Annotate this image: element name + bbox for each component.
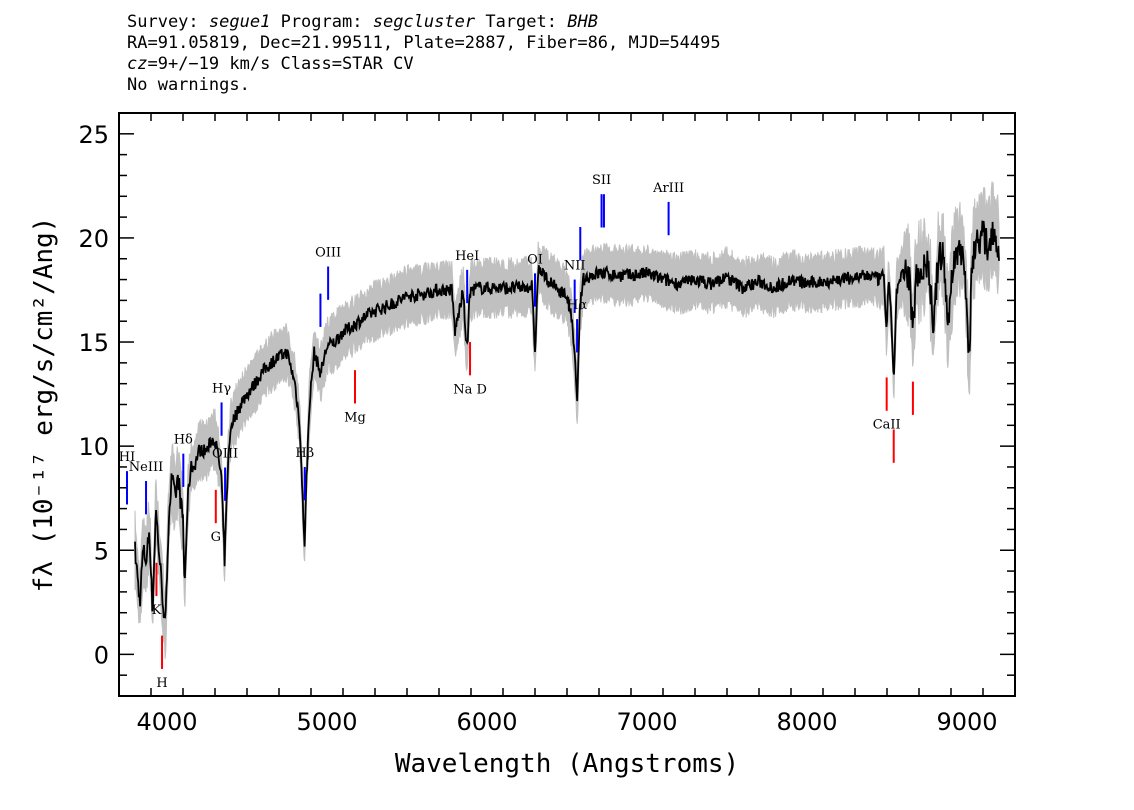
line-marker-label-3: Hγ (212, 381, 231, 396)
x-tick-label: 9000 (936, 708, 997, 736)
axes-layer: 4000 5000 6000 7000 8000 9000 0 5 10 15 20 25 (78, 112, 1016, 736)
header-line-coordinates: RA=91.05819, Dec=21.99511, Plate=2887, F… (127, 33, 721, 53)
spectrum-layer (134, 220, 1000, 619)
line-marker-label-21: CaII (873, 418, 901, 433)
line-marker-label-16: K (152, 603, 162, 618)
header-line-redshift: cz=9+/−19 km/s Class=STAR CV (127, 54, 721, 75)
line-marker-label-10: NII (564, 259, 586, 274)
x-axis-title: Wavelength (Angstroms) (395, 749, 739, 779)
line-marker-label-17: H (156, 676, 167, 691)
line-marker-label-13: SII (592, 173, 611, 188)
line-marker-label-5: Hβ (295, 446, 314, 461)
y-tick-label: 0 (94, 641, 109, 669)
survey-label: Survey: (127, 12, 199, 32)
target-label: Target: (485, 12, 557, 32)
y-tick-label: 10 (78, 433, 109, 461)
line-marker-label-0: HI (119, 450, 135, 465)
line-marker-label-4: OIII (212, 446, 238, 461)
spectrum-header: Survey: segue1 Program: segcluster Targe… (127, 12, 721, 96)
header-line-survey: Survey: segue1 Program: segcluster Targe… (127, 12, 721, 33)
y-tick-label: 15 (78, 329, 109, 357)
x-tick-label: 7000 (616, 708, 677, 736)
x-tick-label: 6000 (456, 708, 517, 736)
y-tick-label: 5 (94, 537, 109, 565)
survey-value: segue1 (208, 12, 271, 32)
line-marker-label-1: NeIII (129, 460, 163, 475)
error-band-layer (134, 181, 1000, 659)
x-tick-label: 4000 (136, 708, 197, 736)
line-marker-label-18: G (211, 530, 221, 545)
program-value: segcluster (372, 12, 476, 32)
header-line-warnings: No warnings. (127, 75, 250, 95)
line-marker-label-8: HeI (455, 249, 479, 264)
cz-value: =9+/−19 km/s Class=STAR CV (147, 54, 414, 74)
program-label: Program: (280, 12, 363, 32)
target-value: BHB (567, 12, 598, 32)
line-marker-label-11: Hα (567, 298, 587, 313)
spectrum-line (134, 220, 1000, 619)
line-marker-label-15: ArIII (652, 181, 684, 196)
error-band (134, 181, 1000, 659)
cz-label: cz (127, 54, 148, 74)
x-tick-label: 5000 (296, 708, 357, 736)
line-marker-label-9: OI (527, 252, 543, 267)
line-marker-label-7: OIII (315, 245, 341, 260)
y-axis-title: fλ (10⁻¹⁷ erg/s/cm²/Ang) (29, 217, 59, 593)
line-marker-label-19: Mg (344, 410, 366, 425)
y-tick-label: 20 (78, 225, 109, 253)
x-tick-label: 8000 (776, 708, 837, 736)
line-marker-label-2: Hδ (174, 433, 193, 448)
y-tick-label: 25 (78, 121, 109, 149)
line-marker-label-20: Na D (453, 382, 487, 397)
